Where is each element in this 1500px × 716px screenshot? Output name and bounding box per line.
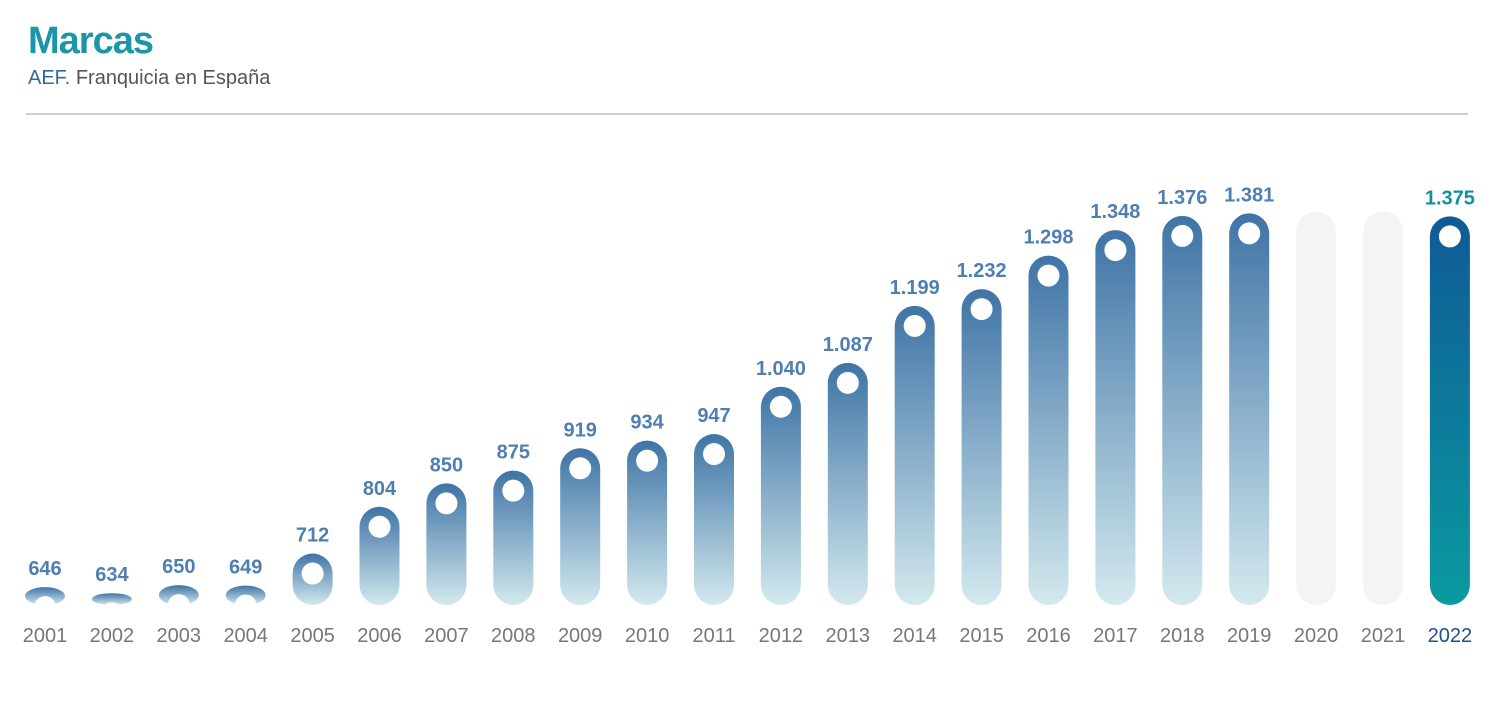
bar-marker-2008 (502, 479, 525, 502)
bar-empty-2021 (1363, 211, 1403, 605)
value-label-2006: 804 (363, 478, 397, 500)
value-label-2010: 934 (630, 412, 664, 434)
bar-marker-2017 (1104, 239, 1127, 262)
bar-2016 (1028, 255, 1069, 605)
year-label-2001: 2001 (23, 625, 68, 647)
bar-2013 (827, 362, 868, 605)
value-label-2009: 919 (564, 419, 597, 441)
value-label-2018: 1.376 (1157, 187, 1207, 209)
year-label-2008: 2008 (491, 625, 536, 647)
bar-2001 (25, 587, 65, 605)
bar-2009 (560, 448, 601, 605)
value-label-2012: 1.040 (756, 358, 806, 380)
bar-marker-2007 (435, 492, 458, 515)
value-label-2017: 1.348 (1090, 201, 1140, 223)
bar-2010 (627, 440, 668, 605)
year-label-2003: 2003 (157, 625, 202, 647)
bar-marker-2003 (167, 594, 190, 617)
year-label-2022: 2022 (1428, 625, 1473, 647)
bar-2018 (1162, 215, 1203, 606)
bar-marker-2010 (636, 449, 659, 472)
value-label-2016: 1.298 (1023, 227, 1073, 249)
bar-2015 (961, 289, 1002, 605)
year-label-2020: 2020 (1294, 625, 1339, 647)
year-label-2007: 2007 (424, 625, 469, 647)
bar-marker-2014 (903, 314, 926, 337)
year-label-2004: 2004 (223, 625, 268, 647)
bar-marker-2001 (34, 596, 56, 619)
year-label-2011: 2011 (692, 625, 735, 647)
value-label-2015: 1.232 (957, 260, 1007, 282)
bar-marker-2006 (368, 515, 391, 538)
value-label-2022: 1.375 (1425, 187, 1475, 209)
year-label-2019: 2019 (1227, 625, 1272, 647)
chart-title: Marcas (28, 20, 154, 62)
bar-2007 (426, 483, 467, 605)
year-label-2006: 2006 (357, 625, 402, 647)
year-label-2002: 2002 (90, 625, 135, 647)
year-label-2012: 2012 (759, 625, 804, 647)
year-label-2013: 2013 (826, 625, 871, 647)
bar-marker-2009 (569, 457, 592, 480)
bar-2017 (1095, 230, 1136, 605)
bar-marker-2016 (1037, 264, 1060, 287)
bar-2014 (894, 305, 935, 605)
bar-2008 (493, 470, 534, 605)
value-label-2007: 850 (430, 454, 463, 476)
year-label-2014: 2014 (892, 625, 937, 647)
value-label-2008: 875 (497, 442, 530, 464)
subtitle-text: Franquicia en España (75, 67, 271, 89)
bar-marker-2002 (100, 602, 123, 625)
bar-2012 (760, 386, 801, 605)
value-label-2001: 646 (28, 558, 61, 580)
value-label-2013: 1.087 (823, 334, 873, 356)
bar-marker-2011 (703, 443, 725, 466)
year-label-2021: 2021 (1361, 625, 1406, 647)
bar-marker-2005 (301, 562, 324, 585)
bar-marker-2015 (970, 298, 993, 321)
value-label-2014: 1.199 (890, 277, 940, 299)
value-label-2002: 634 (95, 564, 129, 586)
bar-2011 (694, 434, 734, 605)
bar-marker-2018 (1171, 224, 1194, 247)
chart-subtitle: AEF. Franquicia en España (28, 68, 270, 88)
year-label-2009: 2009 (558, 625, 603, 647)
value-label-2005: 712 (296, 525, 329, 547)
bar-2022 (1429, 216, 1470, 605)
bar-marker-2019 (1238, 222, 1261, 245)
year-label-2010: 2010 (625, 625, 670, 647)
bar-2002 (91, 593, 132, 605)
year-label-2017: 2017 (1093, 625, 1138, 647)
bars-group: 646 2001 634 2002 650 2003 649 2004 712 2005 804 20… (23, 184, 1475, 647)
bar-marker-2013 (836, 371, 859, 394)
bar-marker-2004 (234, 594, 257, 617)
value-label-2011: 947 (697, 405, 730, 427)
bar-marker-2022 (1438, 225, 1461, 248)
value-label-2004: 649 (229, 557, 262, 579)
bar-marker-2012 (769, 395, 792, 418)
value-label-2019: 1.381 (1224, 184, 1274, 206)
bar-empty-2020 (1296, 211, 1337, 605)
year-label-2018: 2018 (1160, 625, 1205, 647)
source-label: AEF. (28, 67, 71, 89)
value-label-2003: 650 (162, 556, 195, 578)
year-label-2015: 2015 (959, 625, 1004, 647)
year-label-2016: 2016 (1026, 625, 1071, 647)
year-label-2005: 2005 (290, 625, 335, 647)
header-divider (26, 113, 1468, 115)
bar-2019 (1229, 213, 1270, 605)
